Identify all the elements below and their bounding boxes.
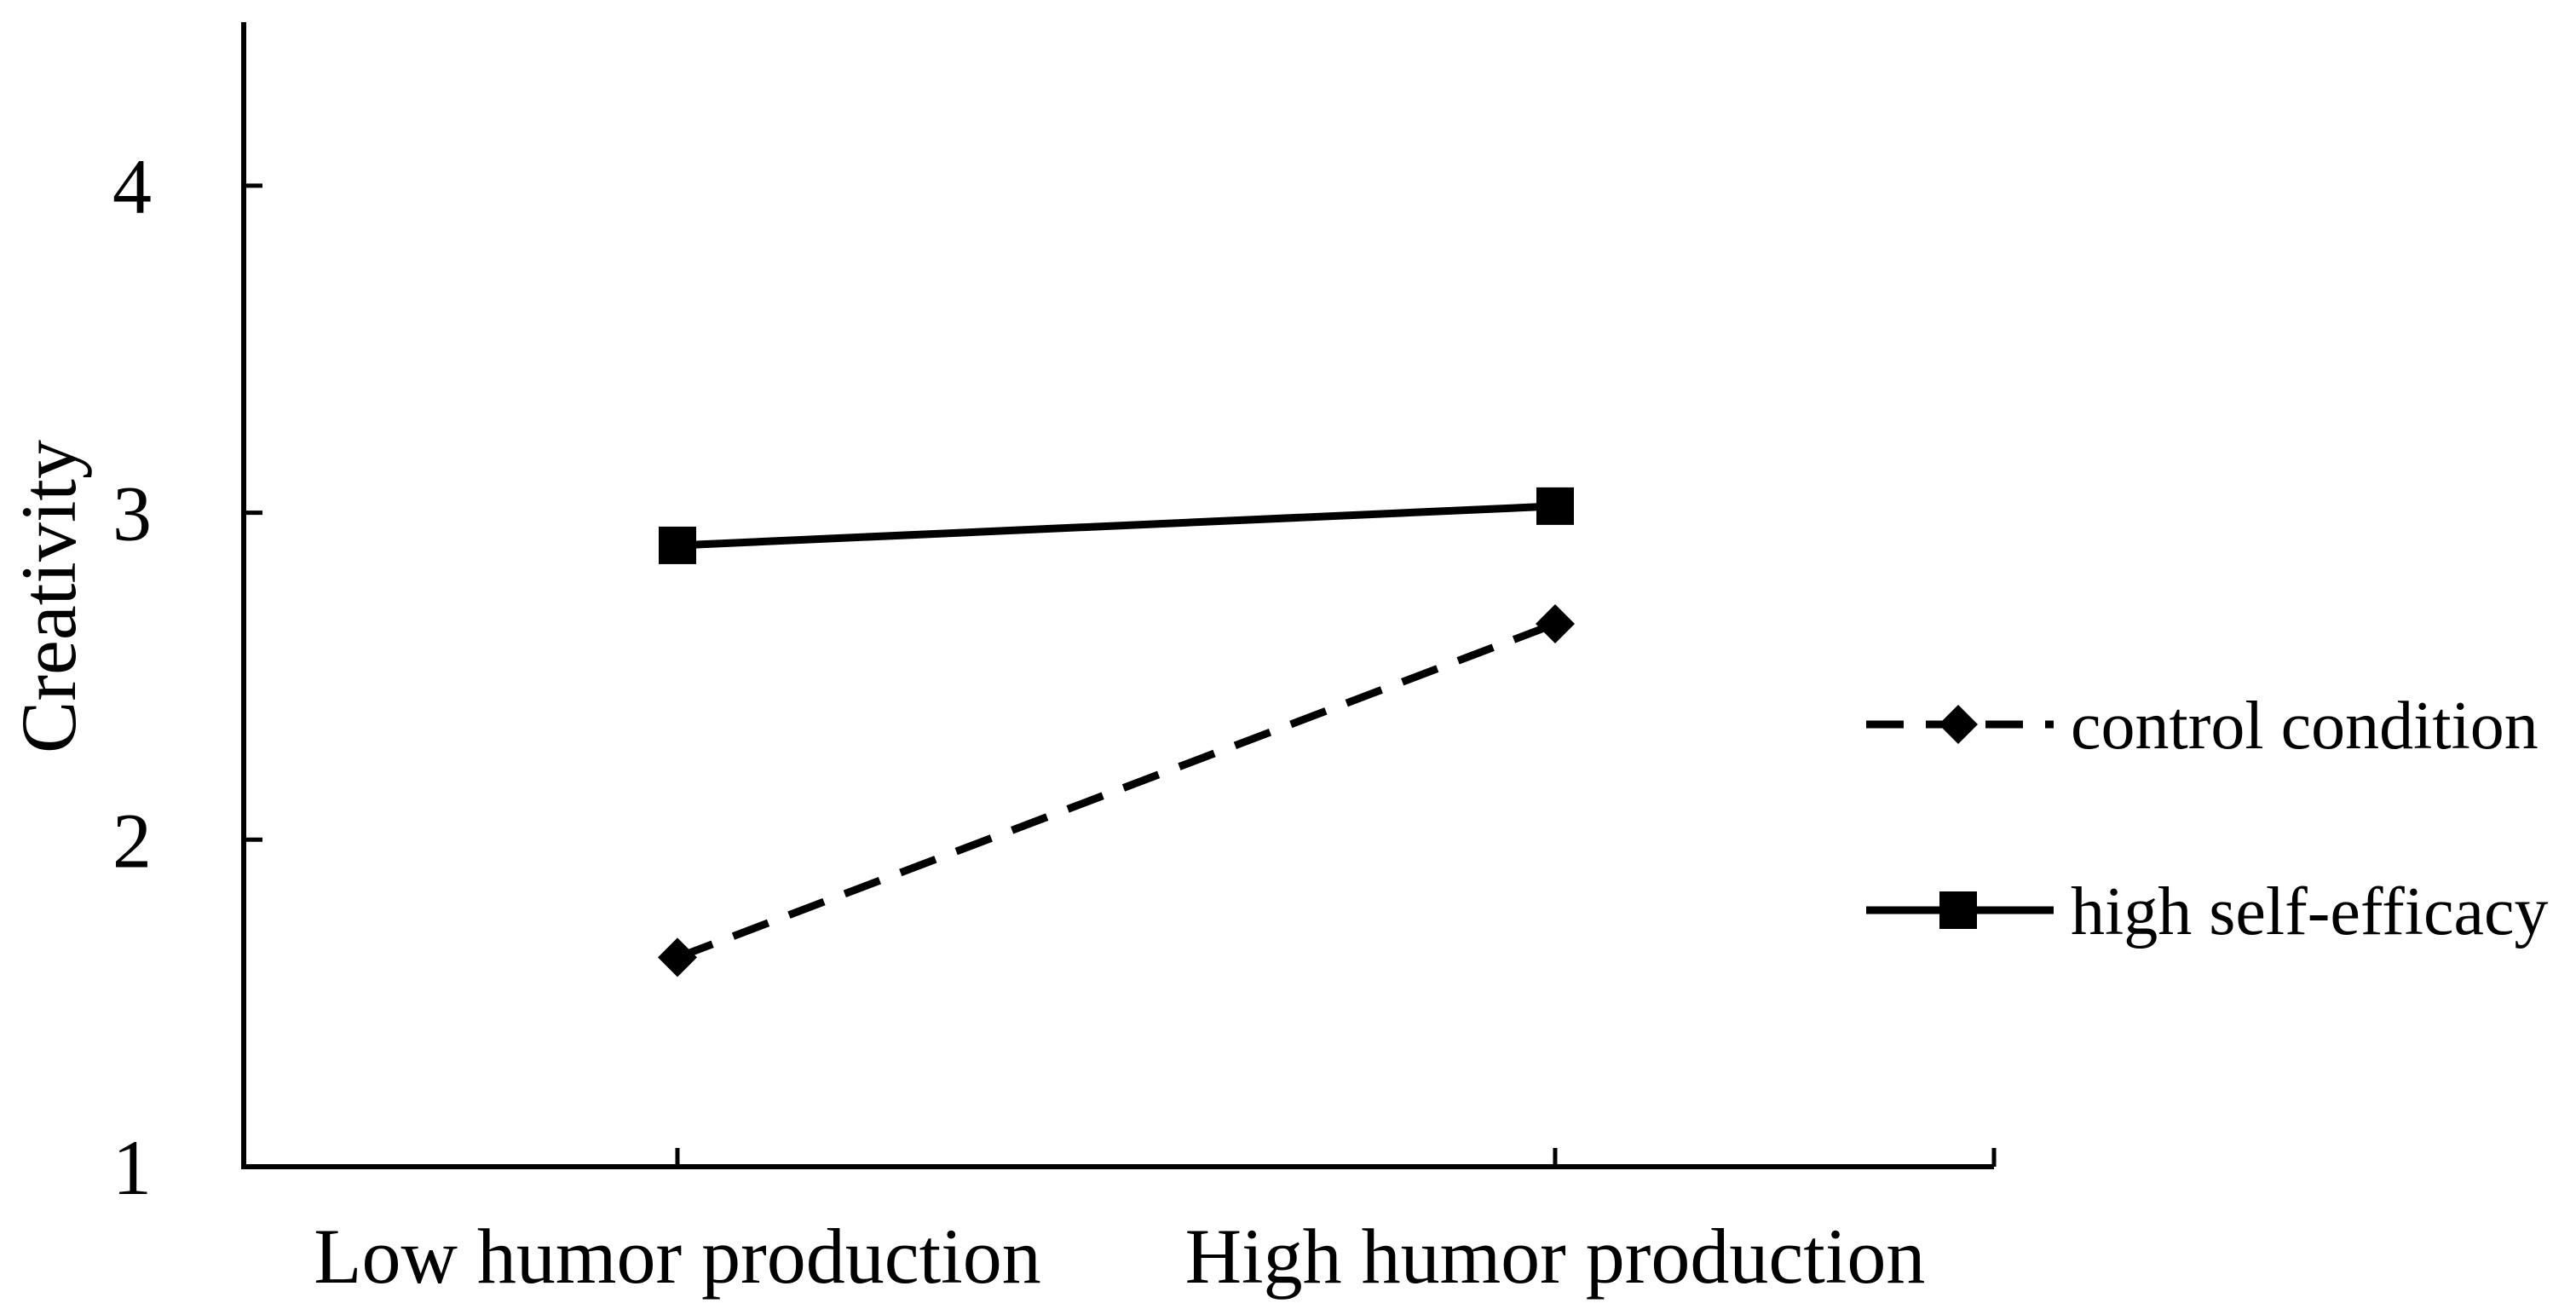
series-high-self-efficacy — [659, 487, 1574, 564]
legend: control condition high self-efficacy — [1866, 689, 2548, 949]
y-tick-label: 2 — [112, 797, 152, 884]
legend-label: high self-efficacy — [2071, 874, 2548, 949]
data-point-diamond — [658, 937, 697, 978]
y-axis-title: Creativity — [5, 440, 92, 753]
data-point-square — [659, 526, 696, 564]
x-tick-label: High humor production — [1185, 1213, 1926, 1300]
legend-marker-square — [1939, 891, 1977, 929]
series-control-condition — [658, 604, 1575, 978]
y-tick-label: 4 — [112, 143, 152, 230]
y-tick-label: 1 — [112, 1124, 152, 1211]
series-line — [677, 502, 1556, 550]
x-axis-ticks: Low humor production High humor productio… — [314, 1148, 1997, 1300]
y-tick-label: 3 — [112, 470, 152, 557]
legend-marker-diamond — [1939, 705, 1978, 744]
y-axis-ticks: 1 2 3 4 — [112, 143, 262, 1211]
legend-item: control condition — [1866, 689, 2539, 764]
legend-label: control condition — [2071, 689, 2539, 764]
series-layer — [658, 487, 1575, 978]
series-line — [676, 620, 1557, 961]
legend-item: high self-efficacy — [1866, 874, 2548, 949]
x-tick-label: Low humor production — [314, 1213, 1040, 1300]
data-point-diamond — [1536, 604, 1575, 644]
data-point-square — [1536, 487, 1574, 525]
